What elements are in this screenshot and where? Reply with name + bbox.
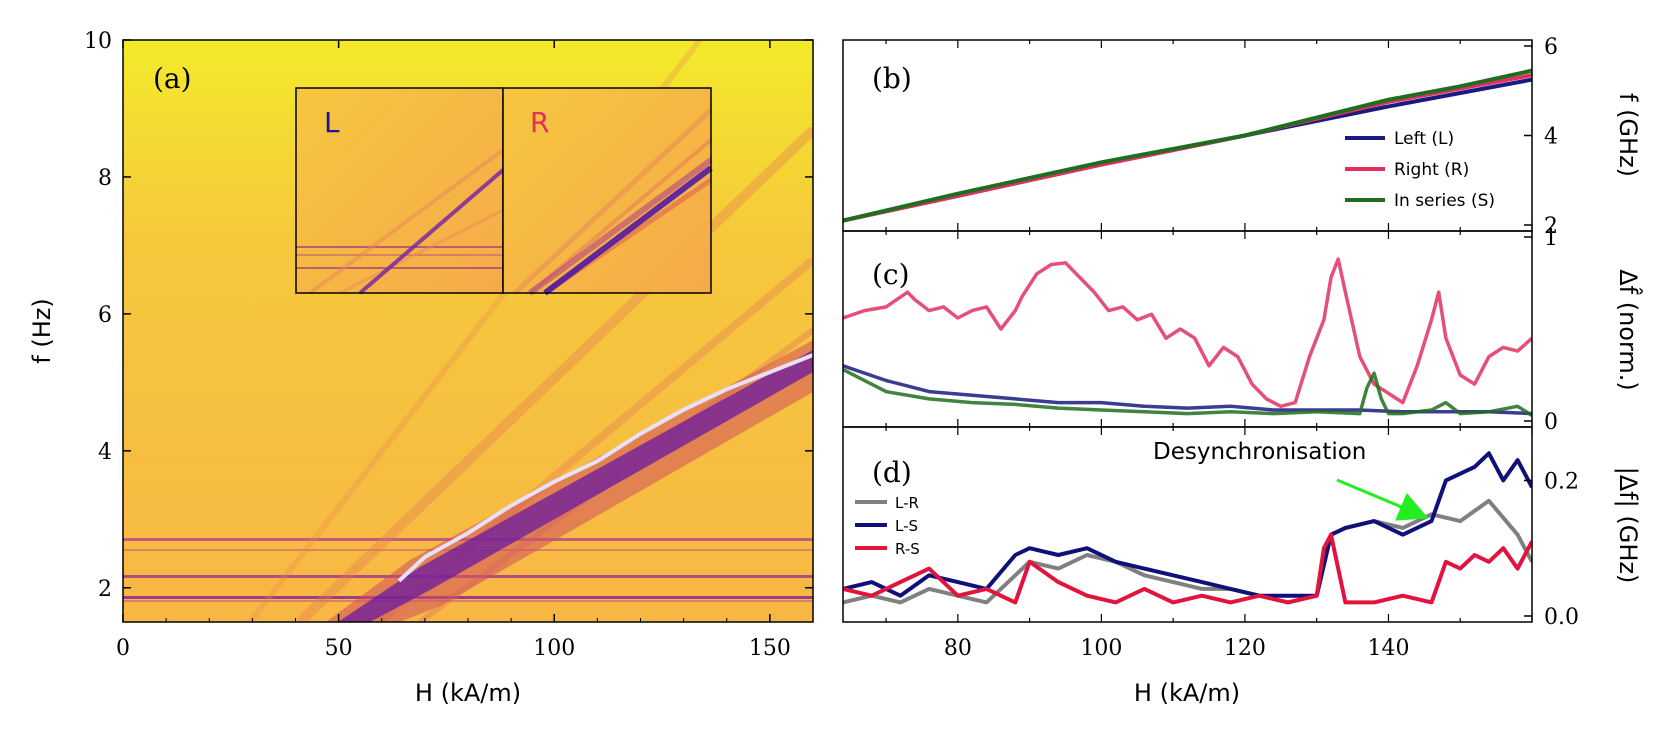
panel-label-a: (a): [153, 62, 192, 95]
ytick-label-a: 4: [98, 440, 112, 465]
ytick-label-a: 10: [84, 29, 112, 54]
ytick-label-right: 1: [1544, 226, 1558, 251]
ylabel-c: Δf̂ (norm.): [1614, 269, 1642, 391]
legend-series: In series (S): [1394, 191, 1495, 211]
inset-left: [295, 87, 505, 295]
annotation-arrow: [1336, 478, 1429, 521]
inset-label-l: L: [324, 106, 340, 139]
series-line-in-series-s-: [843, 367, 1532, 417]
xtick-label-d: 120: [1224, 636, 1266, 661]
ytick-label-right: 0.0: [1544, 605, 1579, 630]
xtick-label-a: 0: [116, 636, 130, 661]
ytick-label-a: 2: [98, 577, 112, 602]
xtick-label-a: 50: [325, 636, 353, 661]
panel-b: (b) Left (L) Right (R) In series (S) f (…: [842, 39, 1642, 232]
xtick-label-d: 140: [1367, 636, 1409, 661]
inset-label-r: R: [530, 106, 549, 139]
panel-d: (d) L-R L-S R-S Desynchronisation H (kA/…: [842, 426, 1642, 707]
panel-c: (c) Δf̂ (norm.): [842, 230, 1642, 428]
xtick-label-a: 150: [749, 636, 791, 661]
series-line-l-s: [843, 451, 1532, 598]
ytick-label-right: 2: [1544, 214, 1558, 239]
axes-frame-d: [842, 426, 1533, 623]
xtick-label-a: 100: [533, 636, 575, 661]
ytick-label-right: 4: [1544, 125, 1558, 150]
xtick-label-d: 80: [944, 636, 972, 661]
legend-ls: L-S: [895, 517, 918, 535]
panel-label-b: (b): [872, 62, 912, 95]
ylabel-b: f (GHz): [1614, 93, 1642, 177]
legend-lr: L-R: [895, 494, 919, 512]
panel-label-c: (c): [872, 258, 910, 291]
xtick-label-d: 100: [1080, 636, 1122, 661]
series-line-r-s: [843, 532, 1532, 605]
series-line-right-r-: [843, 257, 1532, 409]
ytick-label-right: 0.2: [1544, 469, 1579, 494]
xlabel-d: H (kA/m): [1134, 679, 1240, 707]
legend-b: Left (L) Right (R) In series (S): [1345, 129, 1495, 211]
heatmap-features: [123, 40, 813, 622]
panel-a: L R (a) 0 50 100 150 2 4 6 8 10 H (kA/m) f (Hz): [28, 29, 814, 707]
ylabel-d: |Δf| (GHz): [1614, 467, 1642, 584]
series-line-in-series-s-: [843, 68, 1532, 223]
legend-rs: R-S: [895, 540, 920, 558]
inset-right: [502, 87, 713, 296]
extracted-frequency-trace: [397, 353, 813, 583]
ticks-right: 2 4 6 0 1 0.0 0.2 80 100 120 140: [885, 35, 1579, 661]
ytick-label-right: 6: [1544, 35, 1558, 60]
ytick-label-right: 0: [1544, 410, 1558, 435]
ytick-label-a: 8: [98, 166, 112, 191]
xlabel-a: H (kA/m): [415, 679, 521, 707]
series-line-left-l-: [843, 364, 1532, 416]
panel-label-d: (d): [872, 456, 912, 489]
ytick-label-a: 6: [98, 303, 112, 328]
legend-d: L-R L-S R-S: [855, 494, 920, 558]
annotation-desync: Desynchronisation: [1153, 439, 1366, 465]
ylabel-a: f (Hz): [28, 298, 56, 363]
legend-right: Right (R): [1394, 160, 1469, 180]
legend-left: Left (L): [1394, 129, 1454, 149]
ticks-a: 0 50 100 150 2 4 6 8 10: [84, 29, 814, 661]
